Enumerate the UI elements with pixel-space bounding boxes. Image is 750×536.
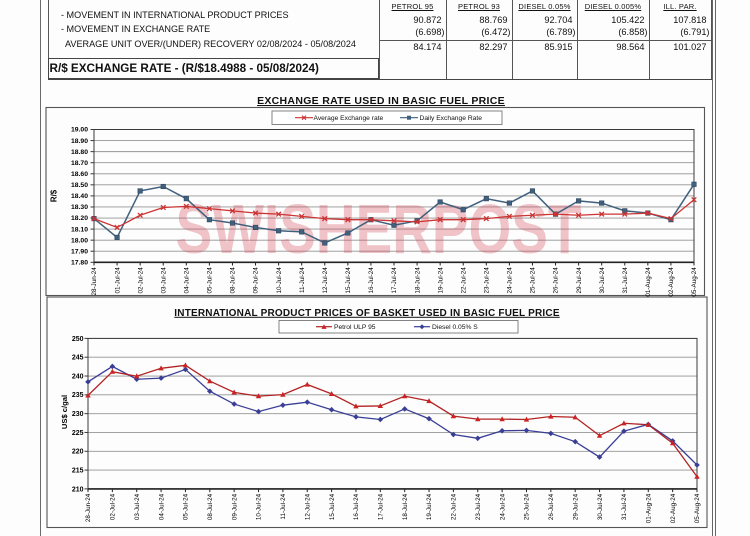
svg-text:30-Jul-24: 30-Jul-24: [597, 493, 604, 520]
svg-text:Diesel 0.05% S: Diesel 0.05% S: [432, 324, 478, 331]
svg-text:22-Jul-24: 22-Jul-24: [451, 493, 458, 520]
svg-text:210: 210: [72, 486, 84, 493]
svg-text:05-Jul-24: 05-Jul-24: [207, 267, 214, 294]
svg-text:26-Jul-24: 26-Jul-24: [548, 493, 555, 520]
svg-text:250: 250: [72, 336, 84, 343]
svg-text:05-Jul-24: 05-Jul-24: [183, 493, 190, 520]
svg-text:01-Aug-24: 01-Aug-24: [645, 493, 652, 523]
svg-text:11-Jul-24: 11-Jul-24: [299, 267, 306, 293]
svg-text:17-Jul-24: 17-Jul-24: [391, 267, 398, 294]
svg-text:18.40: 18.40: [71, 193, 88, 200]
svg-text:05-Aug-24: 05-Aug-24: [694, 493, 701, 523]
svg-text:15-Jul-24: 15-Jul-24: [329, 493, 336, 520]
svg-text:08-Jul-24: 08-Jul-24: [230, 267, 237, 294]
svg-text:10-Jul-24: 10-Jul-24: [276, 267, 283, 294]
svg-text:24-Jul-24: 24-Jul-24: [507, 267, 514, 294]
svg-text:18.60: 18.60: [71, 171, 88, 178]
svg-text:30-Jul-24: 30-Jul-24: [599, 267, 606, 294]
svg-text:02-Aug-24: 02-Aug-24: [668, 267, 675, 297]
svg-text:28-Jun-24: 28-Jun-24: [91, 267, 98, 296]
svg-text:02-Jul-24: 02-Jul-24: [110, 493, 117, 520]
svg-text:25-Jul-24: 25-Jul-24: [524, 493, 531, 520]
svg-text:18.20: 18.20: [71, 215, 88, 222]
svg-text:18.30: 18.30: [71, 204, 88, 211]
svg-text:220: 220: [72, 449, 84, 456]
svg-text:11-Jul-24: 11-Jul-24: [280, 493, 287, 519]
svg-text:Daily Exchange Rate: Daily Exchange Rate: [420, 115, 483, 122]
svg-text:230: 230: [72, 411, 84, 418]
svg-text:01-Aug-24: 01-Aug-24: [645, 267, 652, 297]
svg-text:235: 235: [72, 392, 84, 399]
svg-text:EXCHANGE RATE USED IN BASIC FU: EXCHANGE RATE USED IN BASIC FUEL PRICE: [257, 95, 505, 107]
svg-text:26-Jul-24: 26-Jul-24: [553, 267, 560, 294]
svg-text:25-Jul-24: 25-Jul-24: [530, 267, 537, 294]
svg-text:01-Jul-24: 01-Jul-24: [114, 267, 121, 294]
svg-text:16-Jul-24: 16-Jul-24: [353, 493, 360, 520]
svg-text:18.90: 18.90: [71, 138, 88, 145]
svg-text:28-Jun-24: 28-Jun-24: [85, 493, 92, 522]
svg-text:17.80: 17.80: [71, 260, 88, 267]
svg-text:17.90: 17.90: [71, 248, 88, 255]
svg-text:31-Jul-24: 31-Jul-24: [622, 267, 629, 294]
svg-text:19-Jul-24: 19-Jul-24: [437, 267, 444, 294]
svg-text:18.00: 18.00: [71, 237, 88, 244]
svg-text:15-Jul-24: 15-Jul-24: [345, 267, 352, 294]
svg-text:22-Jul-24: 22-Jul-24: [460, 267, 467, 294]
svg-text:SWISHERPOST: SWISHERPOST: [176, 190, 582, 268]
svg-text:19.00: 19.00: [71, 127, 88, 134]
svg-text:08-Jul-24: 08-Jul-24: [207, 493, 214, 520]
svg-text:03-Jul-24: 03-Jul-24: [160, 267, 167, 294]
svg-text:04-Jul-24: 04-Jul-24: [158, 493, 165, 520]
svg-text:23-Jul-24: 23-Jul-24: [484, 267, 491, 294]
svg-text:29-Jul-24: 29-Jul-24: [572, 493, 579, 520]
svg-text:18.80: 18.80: [71, 149, 88, 156]
svg-text:19-Jul-24: 19-Jul-24: [426, 493, 433, 520]
svg-text:09-Jul-24: 09-Jul-24: [253, 267, 260, 294]
svg-text:04-Jul-24: 04-Jul-24: [184, 267, 191, 294]
svg-text:INTERNATIONAL PRODUCT PRICES O: INTERNATIONAL PRODUCT PRICES OF BASKET U…: [174, 308, 560, 319]
svg-text:23-Jul-24: 23-Jul-24: [475, 493, 482, 520]
svg-text:Average Exchange rate: Average Exchange rate: [314, 115, 384, 122]
svg-text:12-Jul-24: 12-Jul-24: [322, 267, 329, 294]
svg-text:18.10: 18.10: [71, 226, 88, 233]
svg-text:18-Jul-24: 18-Jul-24: [402, 493, 409, 520]
svg-text:09-Jul-24: 09-Jul-24: [231, 493, 238, 520]
svg-text:18.50: 18.50: [71, 182, 88, 189]
svg-text:240: 240: [72, 373, 84, 380]
svg-text:02-Jul-24: 02-Jul-24: [137, 267, 144, 294]
svg-text:24-Jul-24: 24-Jul-24: [499, 493, 506, 520]
svg-text:05-Aug-24: 05-Aug-24: [691, 267, 698, 297]
svg-text:10-Jul-24: 10-Jul-24: [256, 493, 263, 520]
svg-text:16-Jul-24: 16-Jul-24: [368, 267, 375, 294]
svg-text:18.70: 18.70: [71, 160, 88, 167]
svg-text:12-Jul-24: 12-Jul-24: [304, 493, 311, 520]
svg-text:02-Aug-24: 02-Aug-24: [670, 493, 677, 523]
svg-text:225: 225: [72, 430, 84, 437]
svg-text:Petrol ULP 95: Petrol ULP 95: [334, 324, 376, 331]
svg-text:18-Jul-24: 18-Jul-24: [414, 267, 421, 294]
svg-text:US$ c/gal: US$ c/gal: [60, 395, 69, 429]
svg-text:215: 215: [72, 467, 84, 474]
svg-text:29-Jul-24: 29-Jul-24: [576, 267, 583, 294]
svg-text:31-Jul-24: 31-Jul-24: [621, 493, 628, 520]
svg-text:245: 245: [72, 355, 84, 362]
svg-text:17-Jul-24: 17-Jul-24: [378, 493, 385, 520]
svg-text:03-Jul-24: 03-Jul-24: [134, 493, 141, 520]
svg-text:R/$: R/$: [50, 189, 59, 202]
